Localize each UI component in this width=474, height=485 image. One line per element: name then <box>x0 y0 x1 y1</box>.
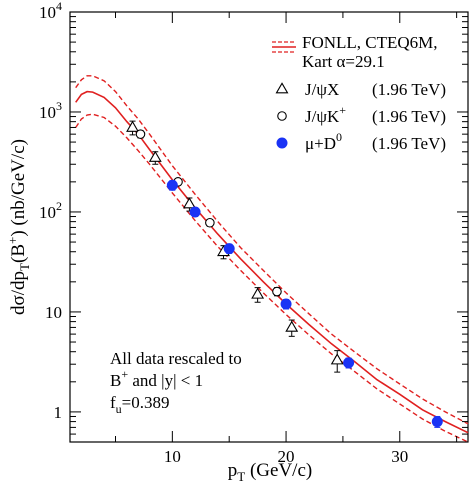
data-point-circle-open <box>272 286 282 297</box>
data-point-triangle <box>251 287 265 299</box>
data-point-triangle <box>148 150 162 162</box>
legend-marker-triangle <box>275 82 289 94</box>
annotation-line: fu=0.389 <box>110 393 170 416</box>
legend-marker-circle-filled <box>276 137 288 149</box>
y-tick-label: 102 <box>39 199 62 222</box>
legend-energy: (1.96 TeV) <box>372 134 446 153</box>
theory-central-curve <box>75 90 469 434</box>
annotation-line: B+ and |y| < 1 <box>110 367 203 390</box>
annotation-line: All data rescaled to <box>110 349 242 368</box>
data-point-circle-filled <box>280 298 292 310</box>
data-points <box>126 120 443 428</box>
data-point-circle-filled <box>431 416 443 428</box>
y-tick-label: 1 <box>54 403 63 422</box>
data-point-circle-filled <box>166 179 178 191</box>
data-point-circle-filled <box>223 243 235 255</box>
legend-energy: (1.96 TeV) <box>372 80 446 99</box>
legend-label: FONLL, CTEQ6M, <box>302 33 438 52</box>
legend-label: μ+D0 <box>305 130 346 153</box>
data-point-triangle <box>330 353 344 365</box>
legend-label: Kart α=29.1 <box>302 52 385 71</box>
annotation: All data rescaled toB+ and |y| < 1 fu=0.3… <box>110 349 242 416</box>
legend-label: J/ψX <box>305 80 339 99</box>
legend-marker-circle-open <box>277 111 287 121</box>
data-point-circle-open <box>135 129 146 139</box>
theory-upper-band <box>75 75 469 425</box>
x-tick-label: 20 <box>278 447 295 466</box>
plot-area: 10 20 30 1 10 102 103 104 <box>39 0 469 466</box>
x-axis-label: pT (GeV/c) <box>228 460 312 484</box>
theory-curves <box>75 75 469 443</box>
data-point-triangle <box>285 320 299 332</box>
y-tick-label: 104 <box>39 0 62 22</box>
y-tick-label: 103 <box>39 99 62 122</box>
x-tick-label: 30 <box>391 447 408 466</box>
y-axis-label: dσ/dpT(B+) (nb/GeV/c) <box>5 139 32 315</box>
legend-label: J/ψK+ <box>305 103 350 126</box>
legend: FONLL, CTEQ6M,Kart α=29.1 J/ψX (1.96 TeV) J… <box>272 33 446 153</box>
data-point-circle-open <box>205 217 215 228</box>
data-point-triangle <box>182 197 196 209</box>
data-point-triangle <box>126 120 139 132</box>
x-tick-label: 10 <box>164 447 181 466</box>
axis-ticks: 10 20 30 1 10 102 103 104 <box>39 0 468 466</box>
y-tick-label: 10 <box>45 303 62 322</box>
legend-energy: (1.96 TeV) <box>372 107 446 126</box>
data-point-circle-filled <box>189 206 201 218</box>
data-point-circle-filled <box>343 357 355 369</box>
